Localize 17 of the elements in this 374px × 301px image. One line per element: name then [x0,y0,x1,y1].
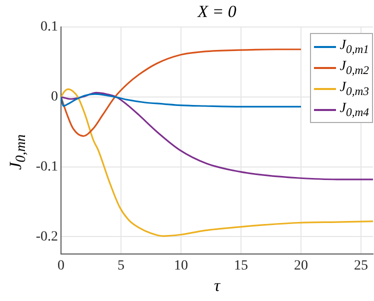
line-series [61,93,302,108]
x-tick-label: 10 [174,258,188,274]
legend-label: J$_{0,m4}$ [340,100,369,118]
y-tick-label: -0.2 [36,229,58,244]
legend-label: J$_{0,m3}$ [340,80,369,98]
y-tick-label: -0.1 [36,159,58,174]
line-series [61,48,302,137]
y-tick-label: 0.1 [40,20,58,35]
legend-label: J$_{0,m2}$ [340,58,369,76]
x-tick-label: 5 [118,258,124,274]
y-tick-label: 0 [51,90,58,105]
x-tick-label: 20 [294,258,308,274]
x-tick-label: 15 [234,258,248,274]
x-axis-title: τ [212,276,222,296]
chart-title: X = 0 [196,2,238,22]
x-tick-label: 25 [354,258,368,274]
legend-label: J$_{0,m1}$ [340,38,369,56]
